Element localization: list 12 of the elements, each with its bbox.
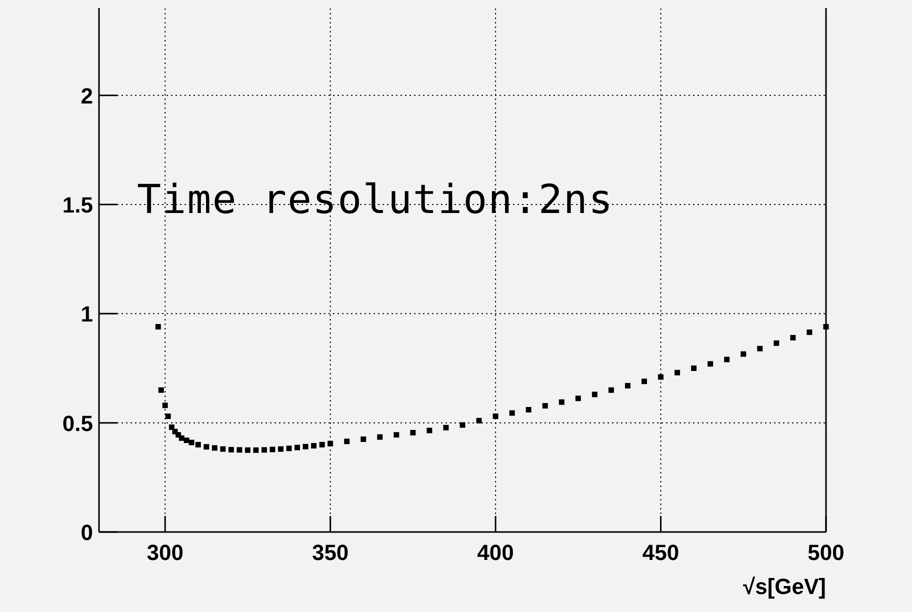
y-tick-label: 0.5	[62, 410, 93, 436]
annotation: Time resolution:2ns	[137, 177, 614, 223]
x-tick-label: 400	[477, 540, 514, 565]
y-tick-label: 1	[80, 302, 93, 327]
x-tick-label: 450	[642, 540, 680, 565]
y-tick-label: 1.5	[62, 192, 93, 218]
y-tick-label: 2	[80, 83, 93, 108]
x-tick-label: 300	[146, 540, 184, 565]
x-tick-label: 500	[808, 540, 844, 565]
x-tick-label: 350	[312, 540, 349, 565]
x-axis-title: √s[GeV]	[743, 574, 826, 599]
y-tick-label: 0	[80, 520, 93, 545]
